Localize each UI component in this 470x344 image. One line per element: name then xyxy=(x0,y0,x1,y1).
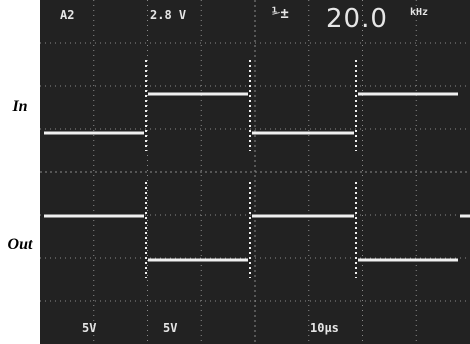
waveforms xyxy=(44,60,470,278)
output-trace-label: Out xyxy=(7,236,33,253)
frequency-readout: 20.0 xyxy=(326,4,388,34)
ch1-scale-readout: 5V xyxy=(82,321,97,335)
oscilloscope-display xyxy=(40,0,470,344)
trigger-level-readout: 2.8 V xyxy=(150,8,187,22)
trigger-slope-icon: ⅟± xyxy=(272,6,289,22)
channel-readout: A2 xyxy=(60,8,75,22)
input-trace-label: In xyxy=(12,98,28,115)
ch2-scale-readout: 5V xyxy=(163,321,178,335)
timebase-readout: 10µs xyxy=(310,321,339,335)
graticule xyxy=(40,0,470,344)
oscilloscope-screen: A2 2.8 V ⅟± 20.0 kHz 5V 5V 10µs xyxy=(40,0,470,344)
frequency-unit: kHz xyxy=(410,7,429,18)
